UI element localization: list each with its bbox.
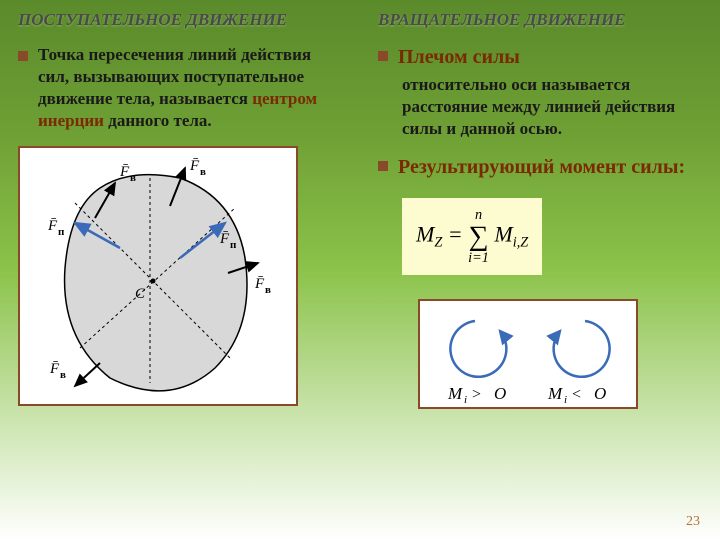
f-eq: =	[448, 222, 468, 247]
right-item1: Плечом силы	[378, 44, 702, 70]
svg-text:F̄: F̄	[254, 276, 265, 292]
svg-text:F̄: F̄	[119, 164, 130, 180]
right-item2: Результирующий момент силы:	[378, 154, 702, 180]
left-title: ПОСТУПАТЕЛЬНОЕ ДВИЖЕНИЕ	[18, 10, 342, 30]
svg-text:в: в	[130, 172, 136, 184]
svg-text:O: O	[594, 384, 606, 403]
svg-text:F̄: F̄	[189, 158, 200, 174]
svg-text:M: M	[547, 384, 563, 403]
f-rhs-sub: i,Z	[513, 235, 529, 251]
svg-text:F̄: F̄	[219, 231, 230, 247]
item1-body: относительно оси называется расстояние м…	[402, 74, 702, 140]
right-column: ВРАЩАТЕЛЬНОЕ ДВИЖЕНИЕ Плечом силы относи…	[360, 0, 720, 540]
page-number: 23	[686, 514, 700, 530]
svg-text:п: п	[230, 239, 237, 251]
center-of-inertia-diagram: F̄в F̄в F̄п F̄п F̄в F̄в C	[18, 146, 298, 406]
svg-text:>: >	[472, 386, 481, 403]
bullet-icon	[378, 51, 388, 61]
left-paragraph: Точка пересечения линий действия сил, вы…	[18, 44, 342, 132]
bullet-icon	[378, 161, 388, 171]
svg-text:F̄: F̄	[47, 218, 58, 234]
svg-text:M: M	[447, 384, 463, 403]
svg-text:в: в	[200, 166, 206, 178]
svg-text:п: п	[58, 226, 65, 238]
svg-text:i: i	[464, 394, 467, 406]
moment-diagram: Mi > O Mi < O	[418, 299, 638, 409]
sigma-icon: ∑	[469, 221, 489, 252]
item1-head: Плечом силы	[398, 44, 520, 70]
left-column: ПОСТУПАТЕЛЬНОЕ ДВИЖЕНИЕ Точка пересечени…	[0, 0, 360, 540]
f-sum-bot: i=1	[468, 251, 489, 265]
f-lhs-sub: Z	[434, 235, 442, 251]
f-lhs: M	[416, 222, 434, 247]
svg-text:i: i	[564, 394, 567, 406]
svg-text:<: <	[572, 386, 581, 403]
svg-text:C: C	[135, 286, 146, 302]
svg-text:в: в	[60, 369, 66, 381]
svg-text:F̄: F̄	[49, 361, 60, 377]
item2-head: Результирующий момент силы:	[398, 154, 685, 180]
svg-text:O: O	[494, 384, 506, 403]
formula: MZ = n ∑ i=1 Mi,Z	[402, 198, 542, 275]
left-para-post: данного тела.	[104, 111, 212, 130]
svg-text:в: в	[265, 284, 271, 296]
right-title: ВРАЩАТЕЛЬНОЕ ДВИЖЕНИЕ	[378, 10, 702, 30]
f-rhs: M	[494, 222, 512, 247]
bullet-icon	[18, 51, 28, 61]
